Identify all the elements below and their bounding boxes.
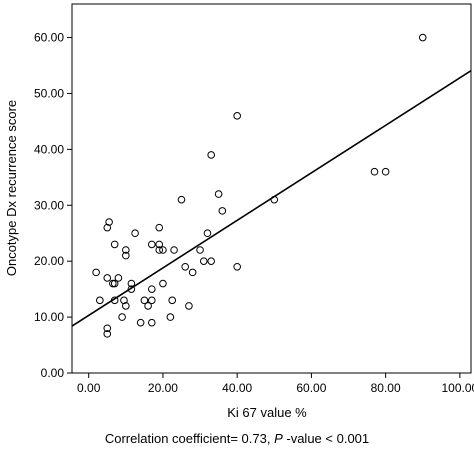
data-point [110, 279, 119, 288]
data-point [122, 302, 130, 310]
y-tick-label: 10.00 [34, 310, 64, 324]
x-tick-label: 20.00 [148, 381, 178, 395]
data-point [155, 223, 164, 232]
data-point [159, 279, 167, 288]
y-tick-label: 40.00 [34, 142, 64, 156]
data-points [92, 33, 427, 338]
data-point [118, 313, 126, 321]
data-point [181, 262, 190, 271]
data-point [148, 318, 156, 327]
data-point [127, 285, 136, 293]
y-tick-label: 50.00 [34, 86, 64, 100]
data-point [140, 296, 149, 305]
data-point [122, 251, 130, 260]
data-point [233, 262, 241, 271]
x-tick-label: 100.00 [442, 381, 474, 395]
data-point [218, 207, 227, 215]
y-tick-label: 20.00 [34, 254, 64, 268]
data-point [155, 246, 164, 254]
data-point [103, 223, 112, 232]
data-point [103, 324, 112, 333]
y-tick-label: 60.00 [34, 31, 64, 45]
plot-area [71, 3, 472, 374]
data-point [120, 296, 128, 305]
data-point [144, 302, 152, 310]
data-point [207, 257, 215, 265]
correlation-caption: Correlation coefficient= 0.73, P -value … [0, 431, 474, 446]
data-point [122, 246, 130, 254]
data-point [233, 112, 241, 120]
data-point [148, 285, 156, 293]
y-tick-label: 0.00 [41, 366, 65, 380]
x-axis-ticks: 0.00 20.00 40.00 60.00 80.00 100.00 [77, 373, 474, 395]
y-tick-label: 30.00 [34, 198, 64, 212]
data-point [166, 313, 175, 321]
data-point [114, 274, 123, 282]
data-point [418, 33, 427, 42]
data-point [105, 218, 113, 226]
data-point [214, 190, 223, 198]
plot-frame [71, 3, 472, 374]
x-tick-label: 80.00 [371, 381, 401, 395]
data-point [148, 240, 156, 249]
x-tick-label: 60.00 [296, 381, 326, 395]
data-point [96, 296, 104, 305]
data-point [381, 167, 390, 176]
regression-line [71, 69, 472, 327]
data-point [170, 246, 178, 254]
x-tick-label: 0.00 [77, 381, 101, 395]
caption-p-label: P [274, 431, 283, 446]
x-tick-label: 40.00 [222, 381, 252, 395]
y-axis-title: Oncotype Dx recurrence score [4, 100, 19, 276]
caption-suffix: -value < 0.001 [282, 431, 370, 446]
data-point [177, 195, 186, 204]
data-point [188, 268, 197, 277]
data-point [92, 268, 100, 277]
data-point [196, 246, 204, 254]
data-point [168, 296, 177, 305]
data-point [136, 318, 145, 327]
data-point [155, 240, 164, 249]
data-point [148, 296, 156, 305]
data-point [203, 229, 212, 238]
data-point [159, 246, 167, 254]
data-point [127, 279, 136, 288]
y-axis-ticks: 0.00 10.00 20.00 30.00 40.00 50.00 60.00 [34, 31, 72, 380]
data-point [207, 151, 215, 159]
x-axis-title: Ki 67 value % [227, 405, 307, 420]
data-point [131, 229, 139, 238]
data-point [370, 167, 379, 176]
data-point [110, 240, 119, 249]
data-point [199, 257, 208, 265]
data-point [185, 302, 193, 310]
data-point [103, 330, 112, 338]
data-point [103, 274, 112, 282]
caption-prefix: Correlation coefficient= 0.73, [104, 431, 275, 446]
